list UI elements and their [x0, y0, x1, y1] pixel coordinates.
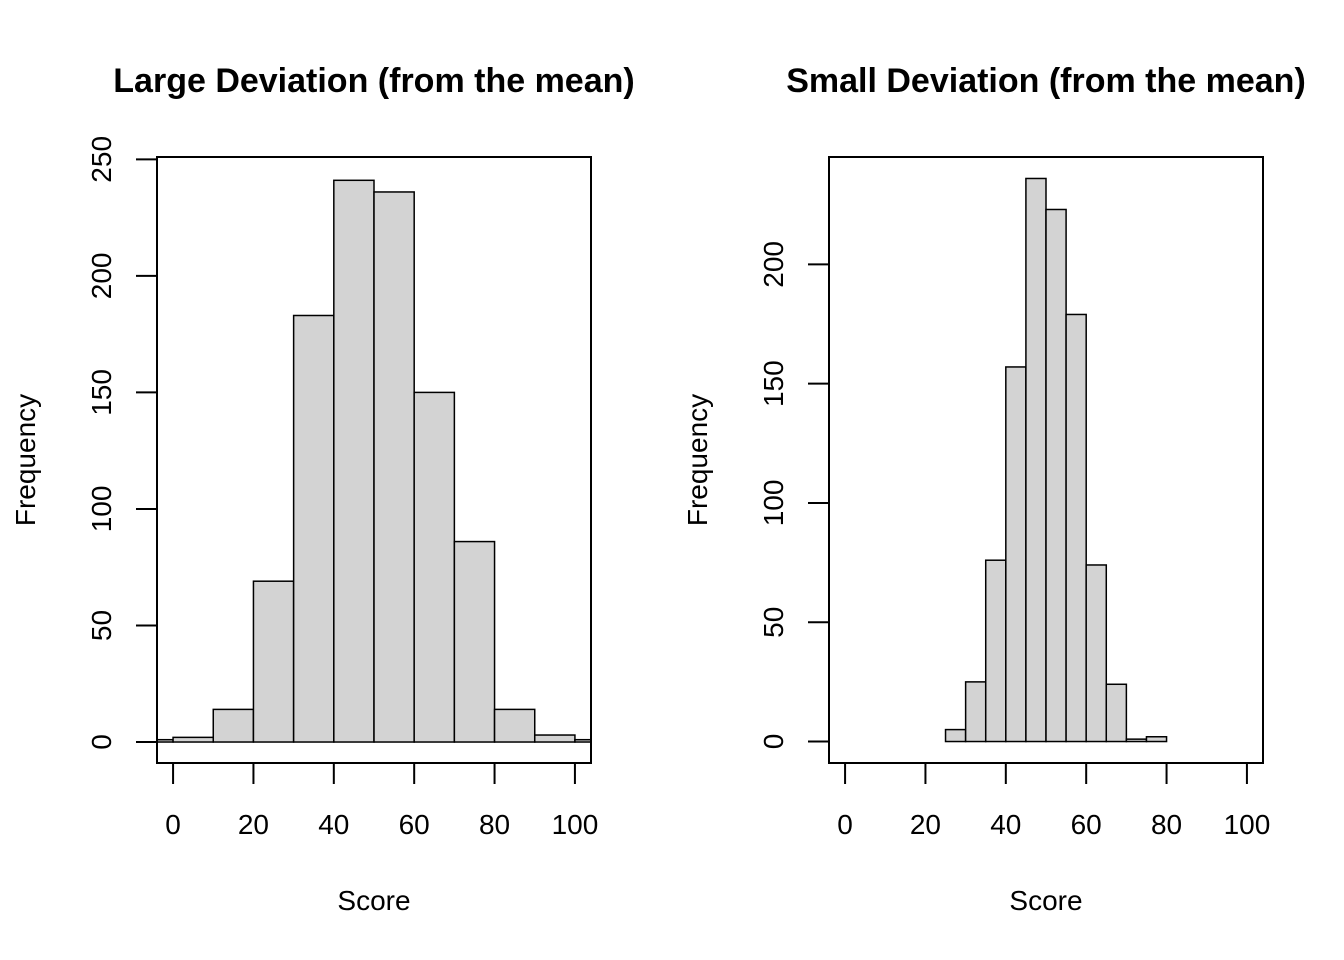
histogram-bar	[333, 179, 375, 743]
histogram-bar	[1045, 208, 1067, 743]
histogram-bar	[1005, 366, 1027, 743]
x-tick-label: 60	[399, 809, 430, 840]
y-tick-label: 200	[86, 253, 117, 300]
histogram-bar	[1065, 313, 1087, 743]
histogram-bar	[453, 540, 496, 743]
histogram-panel-small-deviation: Small Deviation (from the mean) 0 20 40 60 8…	[682, 62, 1306, 916]
y-tick-label: 150	[86, 369, 117, 416]
y-tick-label: 0	[86, 734, 117, 750]
histogram-bar	[533, 734, 576, 743]
x-tick-label: 80	[479, 809, 510, 840]
y-axis-label: Frequency	[10, 394, 41, 526]
y-tick-label: 250	[86, 136, 117, 183]
chart-title: Large Deviation (from the mean)	[113, 62, 634, 100]
histogram-bar	[212, 708, 255, 743]
x-axis-label: Score	[337, 885, 410, 916]
y-tick-label: 50	[86, 610, 117, 641]
x-tick-label: 100	[552, 809, 599, 840]
histogram-bar	[413, 391, 456, 743]
x-axis-label: Score	[1009, 885, 1082, 916]
plot-box	[156, 156, 592, 764]
chart-title: Small Deviation (from the mean)	[786, 62, 1306, 100]
y-axis: 0 50 100 150 200	[758, 241, 830, 750]
histogram-bars	[944, 177, 1168, 743]
histogram-bar	[984, 559, 1007, 743]
y-tick-label: 100	[758, 480, 789, 527]
x-tick-label: 40	[318, 809, 349, 840]
x-tick-label: 40	[990, 809, 1021, 840]
histogram-bar	[292, 314, 335, 743]
histogram-bar	[1145, 736, 1168, 743]
histogram-bar	[172, 736, 215, 743]
histogram-bars	[156, 179, 592, 743]
x-tick-label: 20	[910, 809, 941, 840]
y-tick-label: 50	[758, 607, 789, 638]
x-tick-label: 20	[238, 809, 269, 840]
histogram-bar	[574, 738, 592, 743]
histogram-bar	[1025, 177, 1047, 743]
y-tick-label: 200	[758, 241, 789, 288]
y-tick-label: 100	[86, 486, 117, 533]
x-tick-label: 100	[1224, 809, 1271, 840]
y-tick-label: 150	[758, 360, 789, 407]
y-axis-label: Frequency	[682, 394, 713, 526]
histogram-bar	[944, 728, 967, 743]
plot-box	[828, 156, 1264, 764]
histogram-bar	[156, 738, 174, 743]
x-tick-label: 60	[1071, 809, 1102, 840]
x-tick-label: 0	[165, 809, 181, 840]
histogram-bar	[1085, 564, 1108, 743]
histogram-bar	[964, 681, 987, 743]
histogram-bar	[493, 708, 536, 743]
y-tick-label: 0	[758, 734, 789, 750]
histogram-bar	[1105, 683, 1128, 743]
x-tick-label: 0	[837, 809, 853, 840]
histogram-bar	[1125, 738, 1148, 743]
histogram-bar	[373, 191, 415, 743]
histogram-bar	[252, 580, 295, 743]
histogram-panel-large-deviation: Large Deviation (from the mean) 0 20 40 60 8…	[10, 62, 635, 916]
x-tick-label: 80	[1151, 809, 1182, 840]
